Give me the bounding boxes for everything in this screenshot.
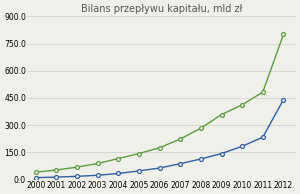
Title: Bilans przepływu kapitału, mld zł: Bilans przepływu kapitału, mld zł xyxy=(81,4,242,14)
